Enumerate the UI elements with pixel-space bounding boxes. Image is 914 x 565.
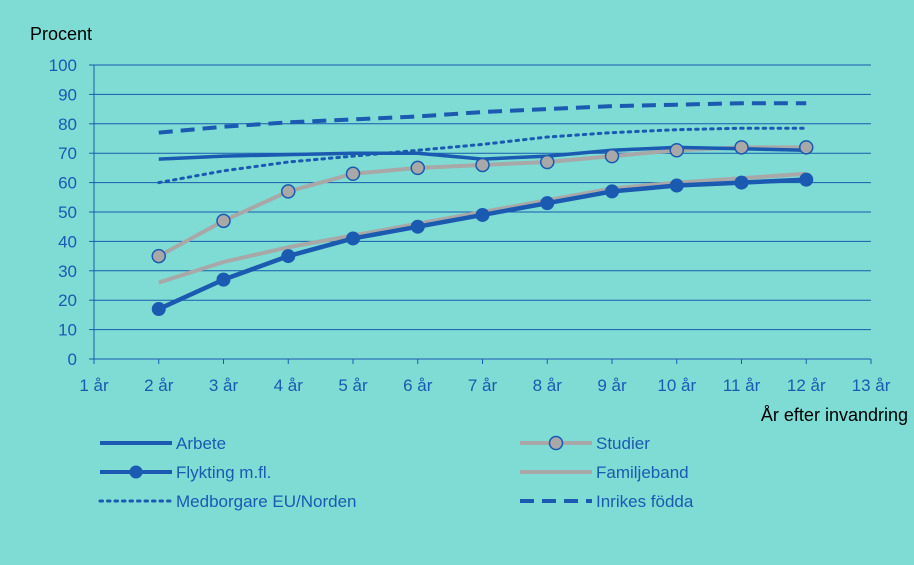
series-marker-studier-8 — [540, 154, 555, 170]
x-tick-label-5: 5 år — [338, 376, 368, 395]
series-marker-studier-3 — [216, 213, 231, 229]
legend-label-inrikes-födda: Inrikes födda — [596, 492, 694, 511]
series-marker-studier-11 — [734, 140, 749, 155]
x-tick-label-12: 12 år — [787, 376, 826, 395]
legend-label-familjeband: Familjeband — [596, 463, 689, 482]
series-line-medborgare-eu-norden — [157, 126, 808, 185]
series-marker-studier-2 — [151, 248, 166, 264]
x-tick-label-8: 8 år — [533, 376, 563, 395]
series-marker-studier-5 — [345, 166, 361, 182]
x-tick-labels: 1 år 2 år 3 år 4 år 5 år 6 år 7 år 8 år 9 år 10 å… — [79, 376, 890, 395]
y-tick-label-50: 50 — [58, 203, 77, 222]
x-tick-label-1: 1 år — [79, 376, 109, 395]
y-tick-labels: 0 10 20 30 40 50 60 70 80 90 100 — [49, 56, 77, 369]
series-marker-flykting-m-fl-10 — [669, 178, 684, 193]
x-axis-title: År efter invandring — [761, 405, 908, 425]
x-tick-label-6: 6 år — [403, 376, 433, 395]
y-tick-label-70: 70 — [58, 144, 77, 163]
series-marker-flykting-m-fl-6 — [410, 219, 425, 234]
y-tick-label-100: 100 — [49, 56, 77, 75]
y-tick-label-30: 30 — [58, 262, 77, 281]
legend-label-flykting-m-fl: Flykting m.fl. — [176, 463, 271, 482]
series-marker-flykting-m-fl-3 — [216, 272, 231, 287]
series-marker-flykting-m-fl-5 — [346, 231, 360, 246]
series-marker-flykting-m-fl-12 — [799, 172, 814, 187]
x-tick-label-3: 3 år — [209, 376, 239, 395]
y-tick-label-60: 60 — [58, 174, 77, 193]
y-tick-label-80: 80 — [58, 115, 77, 134]
x-tick-label-2: 2 år — [144, 376, 174, 395]
x-tick-label-9: 9 år — [597, 376, 627, 395]
series-marker-flykting-m-fl-9 — [605, 184, 619, 199]
x-tick-label-7: 7 år — [468, 376, 498, 395]
series-group — [151, 101, 814, 317]
series-marker-flykting-m-fl-4 — [281, 249, 296, 264]
series-line-inrikes-födda — [158, 101, 807, 135]
series-marker-studier-10 — [669, 143, 684, 158]
series-marker-studier-6 — [410, 160, 425, 176]
legend-label-studier: Studier — [596, 434, 650, 453]
series-marker-studier-4 — [281, 184, 296, 199]
legend: Arbete Studier Flykting m.fl. Familjeband Me… — [98, 434, 694, 511]
x-tick-label-4: 4 år — [274, 376, 304, 395]
legend-label-arbete: Arbete — [176, 434, 226, 453]
y-tick-label-20: 20 — [58, 291, 77, 310]
y-tick-label-10: 10 — [58, 321, 77, 340]
series-marker-studier-12 — [799, 140, 814, 155]
series-line-flykting-m-fl — [157, 177, 807, 312]
series-marker-flykting-m-fl-11 — [734, 175, 749, 190]
y-tick-label-0: 0 — [68, 350, 77, 369]
legend-label-medborgare-eu-norden: Medborgare EU/Norden — [176, 492, 356, 511]
legend-marker-flykting-m-fl — [129, 465, 143, 479]
y-axis-title: Procent — [30, 24, 92, 44]
series-marker-flykting-m-fl-8 — [540, 196, 555, 211]
axes — [89, 64, 872, 364]
x-tick-label-13: 13 år — [852, 376, 891, 395]
series-marker-flykting-m-fl-7 — [475, 207, 490, 222]
series-marker-flykting-m-fl-2 — [151, 302, 166, 317]
y-tick-label-90: 90 — [58, 85, 77, 104]
y-tick-label-40: 40 — [58, 232, 77, 251]
x-tick-label-10: 10 år — [657, 376, 696, 395]
legend-marker-studier — [548, 435, 564, 451]
series-marker-studier-9 — [604, 148, 620, 164]
x-tick-label-11: 11 år — [723, 376, 761, 395]
series-marker-studier-7 — [475, 157, 490, 173]
